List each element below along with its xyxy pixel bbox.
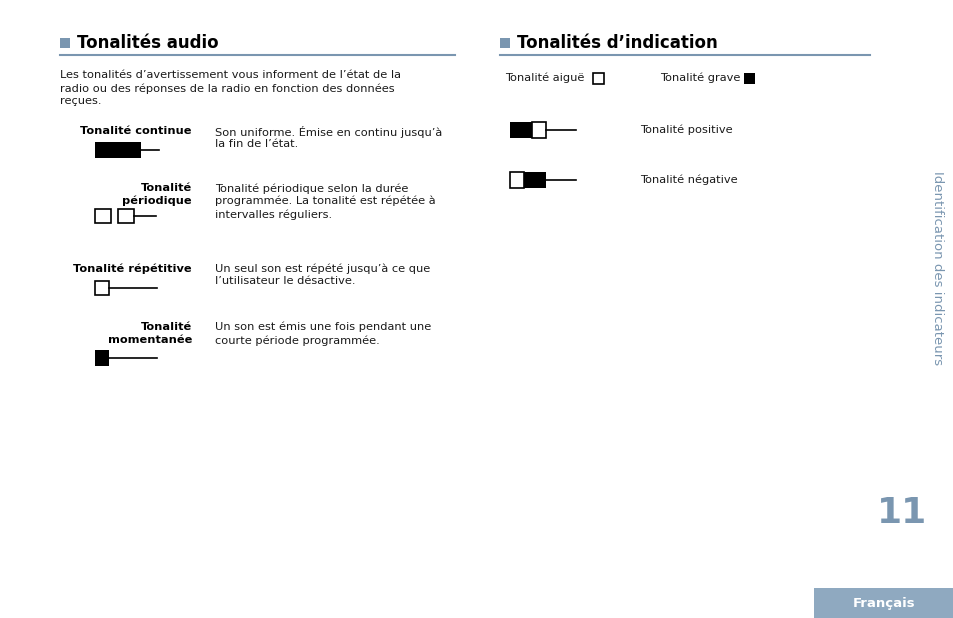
Text: Tonalité négative: Tonalité négative bbox=[639, 175, 737, 185]
Text: périodique: périodique bbox=[122, 196, 192, 206]
Text: Tonalité répétitive: Tonalité répétitive bbox=[73, 263, 192, 274]
Text: l’utilisateur le désactive.: l’utilisateur le désactive. bbox=[214, 276, 355, 286]
Text: Son uniforme. Émise en continu jusqu’à: Son uniforme. Émise en continu jusqu’à bbox=[214, 126, 442, 138]
Bar bbox=[499, 38, 510, 48]
Bar bbox=[95, 209, 111, 223]
Text: 11: 11 bbox=[876, 496, 926, 530]
Text: reçues.: reçues. bbox=[60, 96, 101, 106]
Text: la fin de l’état.: la fin de l’état. bbox=[214, 139, 298, 149]
Bar bbox=[95, 281, 109, 295]
Text: Identification des indicateurs: Identification des indicateurs bbox=[930, 171, 943, 365]
Text: courte période programmée.: courte période programmée. bbox=[214, 335, 379, 345]
Text: Tonalité périodique selon la durée: Tonalité périodique selon la durée bbox=[214, 183, 408, 193]
Text: Tonalité: Tonalité bbox=[141, 322, 192, 332]
Bar bbox=[95, 350, 109, 366]
Text: momentanée: momentanée bbox=[108, 335, 192, 345]
Text: Tonalité: Tonalité bbox=[141, 183, 192, 193]
Text: Tonalités d’indication: Tonalités d’indication bbox=[517, 34, 717, 52]
Bar bbox=[813, 588, 953, 618]
Bar bbox=[532, 122, 545, 138]
Text: Tonalités audio: Tonalités audio bbox=[77, 34, 218, 52]
Text: Tonalité grave: Tonalité grave bbox=[659, 73, 740, 83]
Text: Tonalité positive: Tonalité positive bbox=[639, 125, 732, 135]
Text: intervalles réguliers.: intervalles réguliers. bbox=[214, 209, 332, 219]
Text: programmée. La tonalité est répétée à: programmée. La tonalité est répétée à bbox=[214, 196, 436, 206]
Text: Un seul son est répété jusqu’à ce que: Un seul son est répété jusqu’à ce que bbox=[214, 263, 430, 274]
Text: Français: Français bbox=[852, 596, 914, 609]
Text: Tonalité aiguë: Tonalité aiguë bbox=[504, 73, 584, 83]
Bar bbox=[593, 72, 603, 83]
Bar bbox=[743, 72, 754, 83]
Text: Tonalité continue: Tonalité continue bbox=[80, 126, 192, 136]
Bar bbox=[510, 122, 532, 138]
Text: Les tonalités d’avertissement vous informent de l’état de la: Les tonalités d’avertissement vous infor… bbox=[60, 70, 400, 80]
Bar bbox=[118, 209, 133, 223]
Bar bbox=[510, 172, 523, 188]
Text: Un son est émis une fois pendant une: Un son est émis une fois pendant une bbox=[214, 322, 431, 332]
Bar bbox=[60, 38, 70, 48]
Text: radio ou des réponses de la radio en fonction des données: radio ou des réponses de la radio en fon… bbox=[60, 83, 395, 93]
Bar bbox=[95, 142, 141, 158]
Bar bbox=[523, 172, 545, 188]
